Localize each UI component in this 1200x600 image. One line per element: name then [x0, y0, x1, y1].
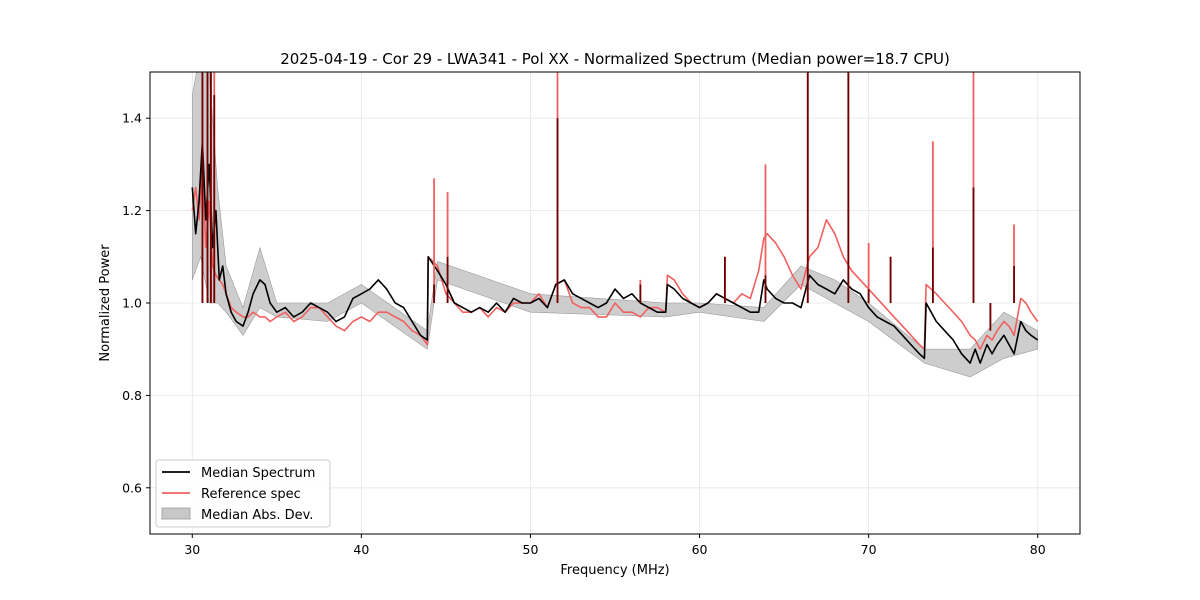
y-tick-label: 1.4 [122, 111, 142, 126]
x-axis-label: Frequency (MHz) [560, 563, 669, 578]
plot-area [191, 72, 1039, 378]
x-tick-label: 70 [861, 542, 877, 557]
reference-spectrum-line [191, 163, 1039, 351]
spikes [201, 72, 1015, 331]
legend-mad-label: Median Abs. Dev. [201, 508, 313, 523]
legend-mad-swatch [161, 507, 191, 520]
x-tick-label: 80 [1030, 542, 1046, 557]
chart-title: 2025-04-19 - Cor 29 - LWA341 - Pol XX - … [280, 50, 950, 68]
x-tick-label: 30 [184, 542, 200, 557]
median-spectrum-line [191, 140, 1039, 364]
legend-median-label: Median Spectrum [201, 466, 315, 481]
legend: Median Spectrum Reference spec Median Ab… [155, 459, 331, 528]
y-tick-label: 1.2 [122, 203, 142, 218]
legend-box [155, 459, 331, 528]
x-tick-label: 40 [353, 542, 369, 557]
x-tick-label: 60 [692, 542, 708, 557]
y-axis-label: Normalized Power [98, 244, 113, 362]
series-lines [191, 140, 1039, 364]
y-tick-label: 1.0 [122, 296, 142, 311]
x-tick-label: 50 [523, 542, 539, 557]
x-axis: 30 40 50 60 70 80 [184, 534, 1046, 557]
mad-band-area [192, 72, 1038, 378]
mad-band [192, 72, 1038, 378]
y-axis: 0.6 0.8 1.0 1.2 1.4 [122, 111, 150, 495]
y-tick-label: 0.6 [122, 480, 142, 495]
y-tick-label: 0.8 [122, 388, 142, 403]
legend-reference-label: Reference spec [201, 487, 301, 502]
